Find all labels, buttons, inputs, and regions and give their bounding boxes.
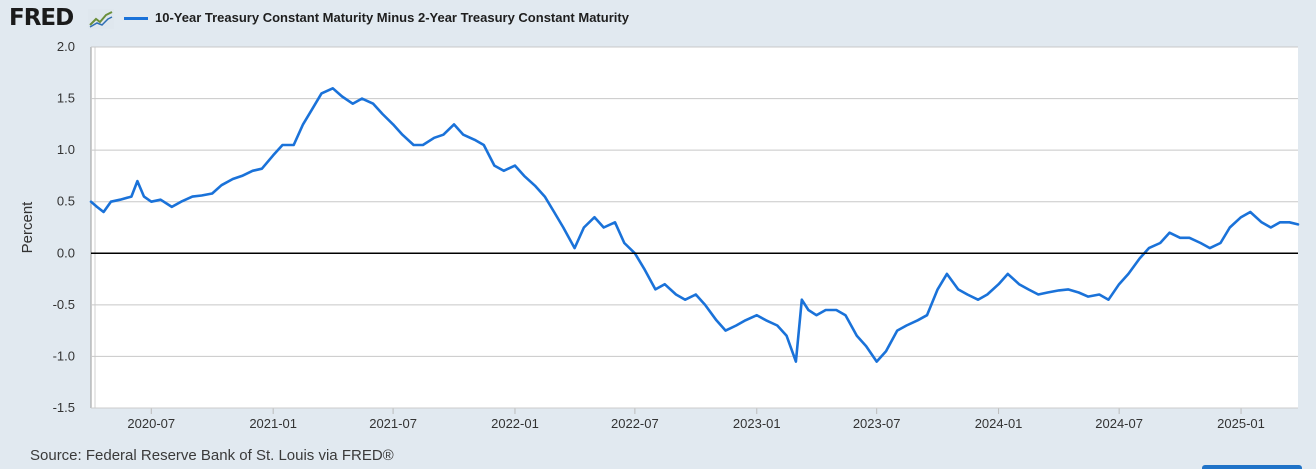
x-tick-label: 2024-01 bbox=[975, 416, 1023, 431]
y-tick-label: 1.5 bbox=[57, 91, 75, 106]
y-tick-label: -1.0 bbox=[53, 348, 75, 363]
x-tick-label: 2022-01 bbox=[491, 416, 539, 431]
series-line-0 bbox=[89, 87, 1300, 363]
trend-line-icon bbox=[88, 9, 114, 29]
corner-tab bbox=[1202, 465, 1302, 469]
source-note: Source: Federal Reserve Bank of St. Loui… bbox=[30, 447, 394, 464]
y-axis-title: Percent bbox=[19, 201, 36, 254]
series-title: 10-Year Treasury Constant Maturity Minus… bbox=[155, 10, 629, 25]
x-tick-label: 2021-07 bbox=[369, 416, 417, 431]
x-tick-label: 2023-01 bbox=[733, 416, 781, 431]
y-tick-label: 0.0 bbox=[57, 245, 75, 260]
x-tick-label: 2023-07 bbox=[853, 416, 901, 431]
y-tick-label: -0.5 bbox=[53, 297, 75, 312]
x-tick-label: 2020-07 bbox=[127, 416, 175, 431]
x-tick-label: 2021-01 bbox=[249, 416, 297, 431]
fred-logo[interactable]: FRED bbox=[9, 5, 74, 31]
plot-area bbox=[91, 47, 1298, 408]
y-tick-label: 0.5 bbox=[57, 194, 75, 209]
y-tick-label: 1.0 bbox=[57, 142, 75, 157]
legend-swatch bbox=[124, 17, 148, 20]
x-tick-label: 2024-07 bbox=[1095, 416, 1143, 431]
x-tick-label: 2025-01 bbox=[1217, 416, 1265, 431]
chart-header: FRED 10-Year Treasury Constant Maturity … bbox=[0, 0, 1316, 40]
y-tick-label: 2.0 bbox=[57, 39, 75, 54]
y-tick-label: -1.5 bbox=[53, 400, 75, 415]
x-tick-label: 2022-07 bbox=[611, 416, 659, 431]
